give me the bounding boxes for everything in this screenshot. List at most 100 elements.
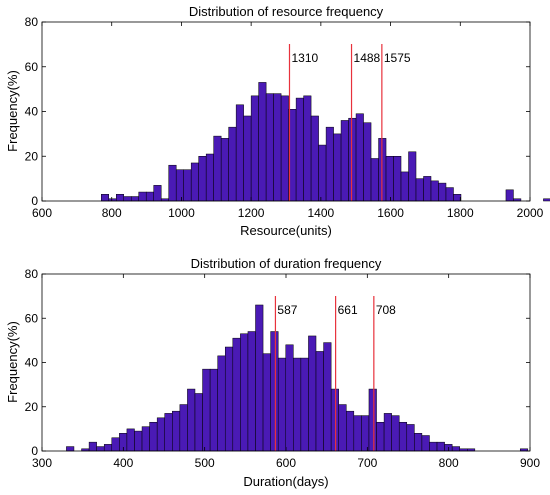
- duration-bar: [172, 410, 181, 452]
- duration-bar: [451, 446, 460, 452]
- resource-marker-label: 1575: [384, 51, 411, 65]
- resource-bar: [265, 93, 274, 202]
- duration-bar: [126, 428, 135, 452]
- resource-y-tick-label: 0: [31, 194, 38, 208]
- duration-bar: [217, 355, 226, 452]
- resource-bar: [453, 194, 462, 202]
- resource-bar: [325, 126, 334, 202]
- resource-bar: [101, 194, 110, 202]
- resource-bar: [198, 156, 207, 202]
- duration-bar: [255, 304, 264, 452]
- resource-bar: [348, 117, 357, 202]
- resource-bar: [393, 156, 402, 202]
- resource-bar: [415, 178, 424, 202]
- duration-bar: [353, 415, 362, 452]
- resource-x-tick-label: 1800: [447, 206, 474, 220]
- duration-bar: [96, 446, 105, 452]
- duration-x-tick-label: 500: [195, 456, 215, 470]
- duration-bar: [187, 388, 196, 452]
- duration-y-tick-label: 60: [25, 311, 39, 325]
- resource-bar: [258, 82, 267, 202]
- duration-bar: [141, 426, 150, 452]
- duration-y-tick-label: 80: [25, 267, 39, 281]
- resource-x-tick-label: 1400: [308, 206, 335, 220]
- duration-x-tick-label: 700: [357, 456, 377, 470]
- duration-histogram: Distribution of duration frequency Durat…: [5, 256, 540, 489]
- resource-histogram: Distribution of resource frequency Resou…: [5, 4, 550, 238]
- duration-bar: [149, 421, 158, 452]
- resource-bar: [340, 120, 349, 202]
- duration-marker-label: 708: [376, 303, 396, 317]
- resource-bar: [400, 171, 409, 202]
- duration-bars: [66, 304, 529, 452]
- resource-bar: [310, 115, 319, 202]
- resource-plot-frame: [41, 21, 531, 202]
- resource-bar: [213, 135, 222, 202]
- duration-marker-label: 587: [277, 303, 297, 317]
- duration-bar: [398, 421, 408, 452]
- resource-bar: [190, 162, 199, 202]
- duration-marker-label: 661: [338, 303, 358, 317]
- duration-bar: [429, 441, 438, 452]
- duration-bar: [103, 444, 113, 452]
- resource-bar: [228, 126, 237, 202]
- duration-bar: [277, 357, 287, 452]
- duration-bar: [391, 415, 400, 452]
- duration-bar: [315, 351, 324, 452]
- duration-bar: [421, 435, 430, 452]
- resource-chart-title: Distribution of resource frequency: [189, 4, 384, 19]
- duration-bar: [164, 413, 173, 452]
- resource-bar: [123, 196, 132, 202]
- duration-bar: [240, 333, 249, 452]
- resource-bar: [243, 115, 252, 202]
- duration-bar: [293, 357, 302, 452]
- resource-bar: [430, 180, 439, 202]
- duration-bar: [270, 331, 279, 452]
- resource-bar: [205, 153, 214, 202]
- duration-ticks: 300 400 500 600 700 800 900 0 20 40 60 80: [25, 267, 541, 470]
- resource-y-tick-label: 20: [25, 149, 39, 163]
- duration-bar: [156, 417, 165, 452]
- resource-bar: [505, 189, 514, 202]
- duration-bar: [383, 413, 392, 452]
- duration-bar: [247, 331, 256, 452]
- duration-bar: [134, 430, 143, 452]
- duration-bar: [232, 337, 241, 452]
- resource-bar: [355, 113, 364, 202]
- resource-bar: [408, 151, 417, 202]
- resource-x-axis-label: Resource(units): [240, 223, 332, 238]
- duration-bar: [194, 393, 203, 452]
- duration-bar: [414, 433, 423, 452]
- resource-bars: [101, 82, 550, 202]
- duration-x-tick-label: 600: [276, 456, 296, 470]
- resource-markers: 1310 1488 1575: [288, 44, 411, 201]
- duration-y-tick-label: 20: [25, 400, 39, 414]
- duration-bar: [338, 404, 347, 452]
- resource-y-tick-label: 80: [25, 15, 39, 29]
- resource-bar: [543, 198, 550, 202]
- duration-markers: 587 661 708: [274, 296, 396, 451]
- duration-bar: [308, 335, 317, 452]
- duration-bar: [66, 446, 75, 452]
- resource-bar: [385, 156, 394, 202]
- duration-bar: [202, 368, 211, 452]
- resource-y-axis-label: Frequency(%): [5, 70, 20, 152]
- resource-bar: [220, 138, 229, 202]
- duration-plot-frame: [41, 273, 531, 452]
- resource-bar: [303, 95, 312, 202]
- resource-bar: [445, 187, 454, 202]
- duration-bar: [179, 404, 188, 452]
- resource-marker-label: 1488: [354, 51, 381, 65]
- resource-y-tick-label: 60: [25, 60, 39, 74]
- duration-bar: [368, 388, 377, 452]
- resource-bar: [423, 176, 432, 202]
- resource-x-tick-label: 600: [32, 206, 52, 220]
- duration-bar: [262, 353, 271, 452]
- duration-bar: [436, 441, 445, 452]
- duration-bar: [300, 357, 309, 452]
- resource-bar: [363, 122, 372, 202]
- resource-marker-label: 1310: [291, 51, 318, 65]
- duration-y-axis-label: Frequency(%): [5, 321, 20, 403]
- duration-bar: [330, 388, 339, 452]
